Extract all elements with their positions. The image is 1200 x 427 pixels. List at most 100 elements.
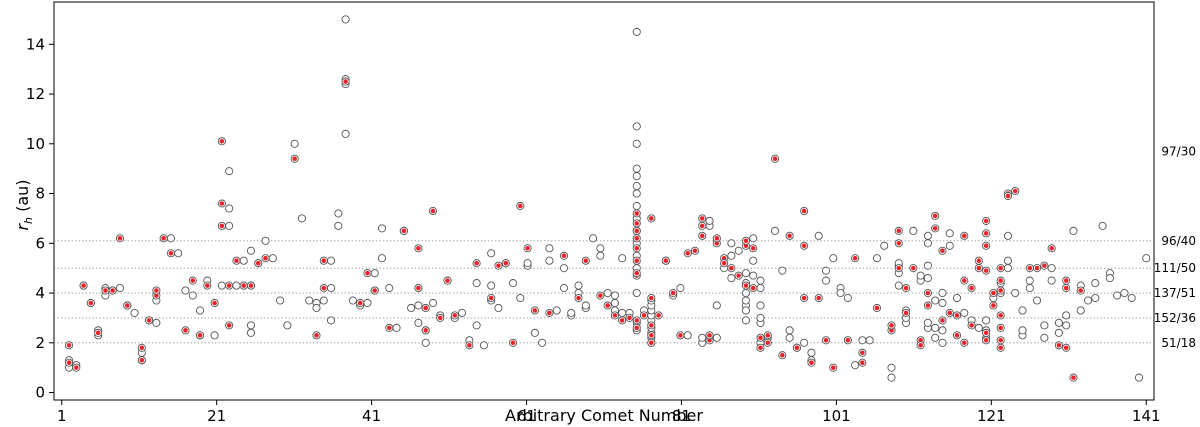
red-data-point xyxy=(940,248,945,254)
red-data-point xyxy=(750,285,756,291)
open-data-point xyxy=(931,323,940,332)
open-data-point xyxy=(952,293,962,303)
red-data-point xyxy=(219,223,225,229)
red-data-point xyxy=(649,216,654,221)
red-data-point xyxy=(983,231,989,236)
open-data-point xyxy=(487,281,496,290)
open-data-point xyxy=(829,254,838,263)
open-data-point xyxy=(945,241,954,250)
red-data-point xyxy=(699,223,705,229)
red-data-point xyxy=(998,313,1003,318)
red-data-point xyxy=(357,300,363,306)
red-data-point xyxy=(372,288,378,293)
red-data-point xyxy=(146,318,152,323)
red-data-point xyxy=(510,340,516,346)
red-data-point xyxy=(103,288,108,293)
open-data-point xyxy=(1098,221,1107,230)
open-data-point xyxy=(312,303,321,313)
open-data-point xyxy=(807,348,816,357)
open-data-point xyxy=(538,338,547,347)
red-data-point xyxy=(961,278,967,283)
red-data-point xyxy=(474,260,479,266)
open-data-point xyxy=(1040,333,1049,342)
open-data-point xyxy=(1003,264,1013,273)
open-data-point xyxy=(458,308,467,317)
red-data-point xyxy=(816,295,822,301)
red-marker-series xyxy=(64,77,1085,382)
open-data-point xyxy=(923,261,932,270)
resonance-label: 137/51 xyxy=(1154,286,1196,300)
open-data-point xyxy=(938,338,947,347)
open-data-point xyxy=(545,256,554,265)
red-data-point xyxy=(1056,342,1062,348)
red-data-point xyxy=(183,328,188,333)
red-data-point xyxy=(641,313,647,318)
open-data-point xyxy=(377,224,387,233)
open-data-point xyxy=(712,301,721,310)
red-data-point xyxy=(903,310,909,316)
red-data-point xyxy=(212,300,217,306)
red-data-point xyxy=(1063,285,1069,291)
open-data-point xyxy=(712,333,721,342)
red-data-point xyxy=(634,325,640,331)
y-tick-label: 12 xyxy=(26,85,45,103)
open-data-point xyxy=(749,256,758,265)
open-data-point xyxy=(749,271,758,280)
red-data-point xyxy=(932,226,938,231)
red-data-point xyxy=(168,250,174,256)
open-data-point xyxy=(1011,288,1020,298)
y-axis-unit: (au) xyxy=(13,179,32,217)
open-data-point xyxy=(618,308,627,317)
open-data-point xyxy=(239,256,248,265)
red-data-point xyxy=(1027,265,1033,271)
red-data-point xyxy=(998,338,1003,343)
open-data-point xyxy=(982,316,991,325)
red-data-point xyxy=(161,236,166,241)
red-data-point xyxy=(423,328,428,333)
red-data-point xyxy=(1012,188,1018,194)
red-data-point xyxy=(743,238,749,244)
red-data-point xyxy=(263,255,268,261)
open-data-point xyxy=(1134,373,1144,382)
red-data-point xyxy=(954,313,960,318)
red-data-point xyxy=(321,258,327,264)
open-data-point xyxy=(727,274,736,283)
red-data-point xyxy=(983,338,989,343)
red-data-point xyxy=(437,315,443,321)
open-data-point xyxy=(479,341,488,350)
red-data-point xyxy=(801,208,807,214)
red-data-point xyxy=(998,265,1003,271)
red-data-point xyxy=(860,360,865,365)
open-data-point xyxy=(800,338,809,347)
red-data-point xyxy=(787,233,792,239)
red-data-point xyxy=(234,258,239,264)
open-data-point xyxy=(305,296,314,305)
open-data-point xyxy=(1091,293,1100,303)
open-data-point xyxy=(188,291,197,300)
open-data-point xyxy=(377,254,387,263)
red-data-point xyxy=(124,303,130,308)
open-data-point xyxy=(603,288,612,298)
open-data-point xyxy=(552,306,561,315)
open-data-point xyxy=(1047,264,1056,273)
red-data-point xyxy=(649,295,654,301)
red-data-point xyxy=(1034,265,1040,271)
open-data-point xyxy=(516,293,525,303)
open-data-point xyxy=(923,231,932,240)
open-data-point xyxy=(152,318,161,327)
red-data-point xyxy=(976,265,982,271)
open-data-point xyxy=(414,301,423,310)
open-data-point xyxy=(705,216,714,225)
open-data-point xyxy=(923,274,932,283)
red-data-point xyxy=(969,323,974,328)
open-data-point xyxy=(785,333,794,342)
y-axis-symbol: r xyxy=(13,223,32,231)
red-data-point xyxy=(343,79,348,84)
red-data-point xyxy=(765,333,771,338)
open-data-point xyxy=(115,284,125,293)
open-data-point xyxy=(974,323,983,332)
red-data-point xyxy=(525,245,530,251)
red-data-point xyxy=(241,283,247,288)
red-data-point xyxy=(998,345,1003,351)
open-data-point xyxy=(276,296,285,305)
